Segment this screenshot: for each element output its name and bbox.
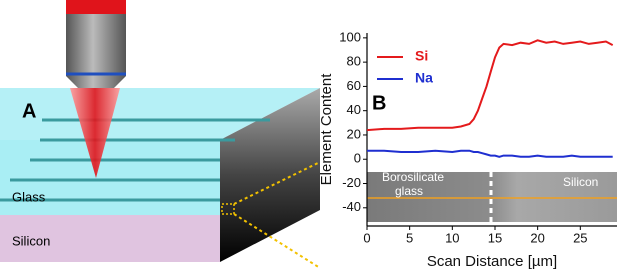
legend-label: Na	[415, 70, 433, 86]
zoom-line	[233, 213, 321, 269]
series-line	[366, 39, 614, 132]
y-tick-label: 0	[354, 151, 361, 166]
written-lines	[0, 118, 270, 202]
y-tick-label: -20	[342, 175, 361, 190]
x-tick-label: 10	[445, 230, 459, 245]
x-tick-label: 0	[363, 230, 370, 245]
x-tick-label: 5	[406, 230, 413, 245]
y-tick-label: 80	[347, 54, 361, 69]
panel-label: A	[22, 100, 36, 122]
panel-a: A Glass Silicon	[0, 0, 321, 269]
y-axis-label: Element Content	[318, 73, 335, 186]
silicon-front	[0, 215, 220, 262]
y-tick-label: 40	[347, 102, 361, 117]
x-axis-label: Scan Distance [µm]	[427, 253, 557, 270]
objective	[66, 14, 126, 88]
y-tick-label: -40	[342, 199, 361, 214]
layer-label: Silicon	[12, 233, 50, 248]
annotation: Silicon	[563, 175, 598, 189]
series-line	[367, 149, 613, 158]
x-tick-label: 20	[530, 230, 544, 245]
x-tick-label: 25	[573, 230, 587, 245]
y-tick-label: 20	[347, 126, 361, 141]
zoom-line	[233, 161, 321, 205]
layer-label: Glass	[12, 189, 46, 204]
objective-band	[66, 0, 126, 14]
annotation: glass	[395, 184, 423, 198]
annotation: Borosilicate	[382, 170, 444, 184]
legend-label: Si	[415, 48, 428, 64]
x-tick-label: 15	[488, 230, 502, 245]
panel-label: B	[372, 92, 386, 114]
y-tick-label: 60	[347, 78, 361, 93]
glass-front	[0, 140, 220, 215]
laser-beam	[70, 88, 120, 178]
y-tick-label: 100	[339, 29, 361, 44]
inset-image	[367, 172, 617, 222]
zoom-box	[221, 203, 235, 215]
side-face	[220, 88, 320, 262]
